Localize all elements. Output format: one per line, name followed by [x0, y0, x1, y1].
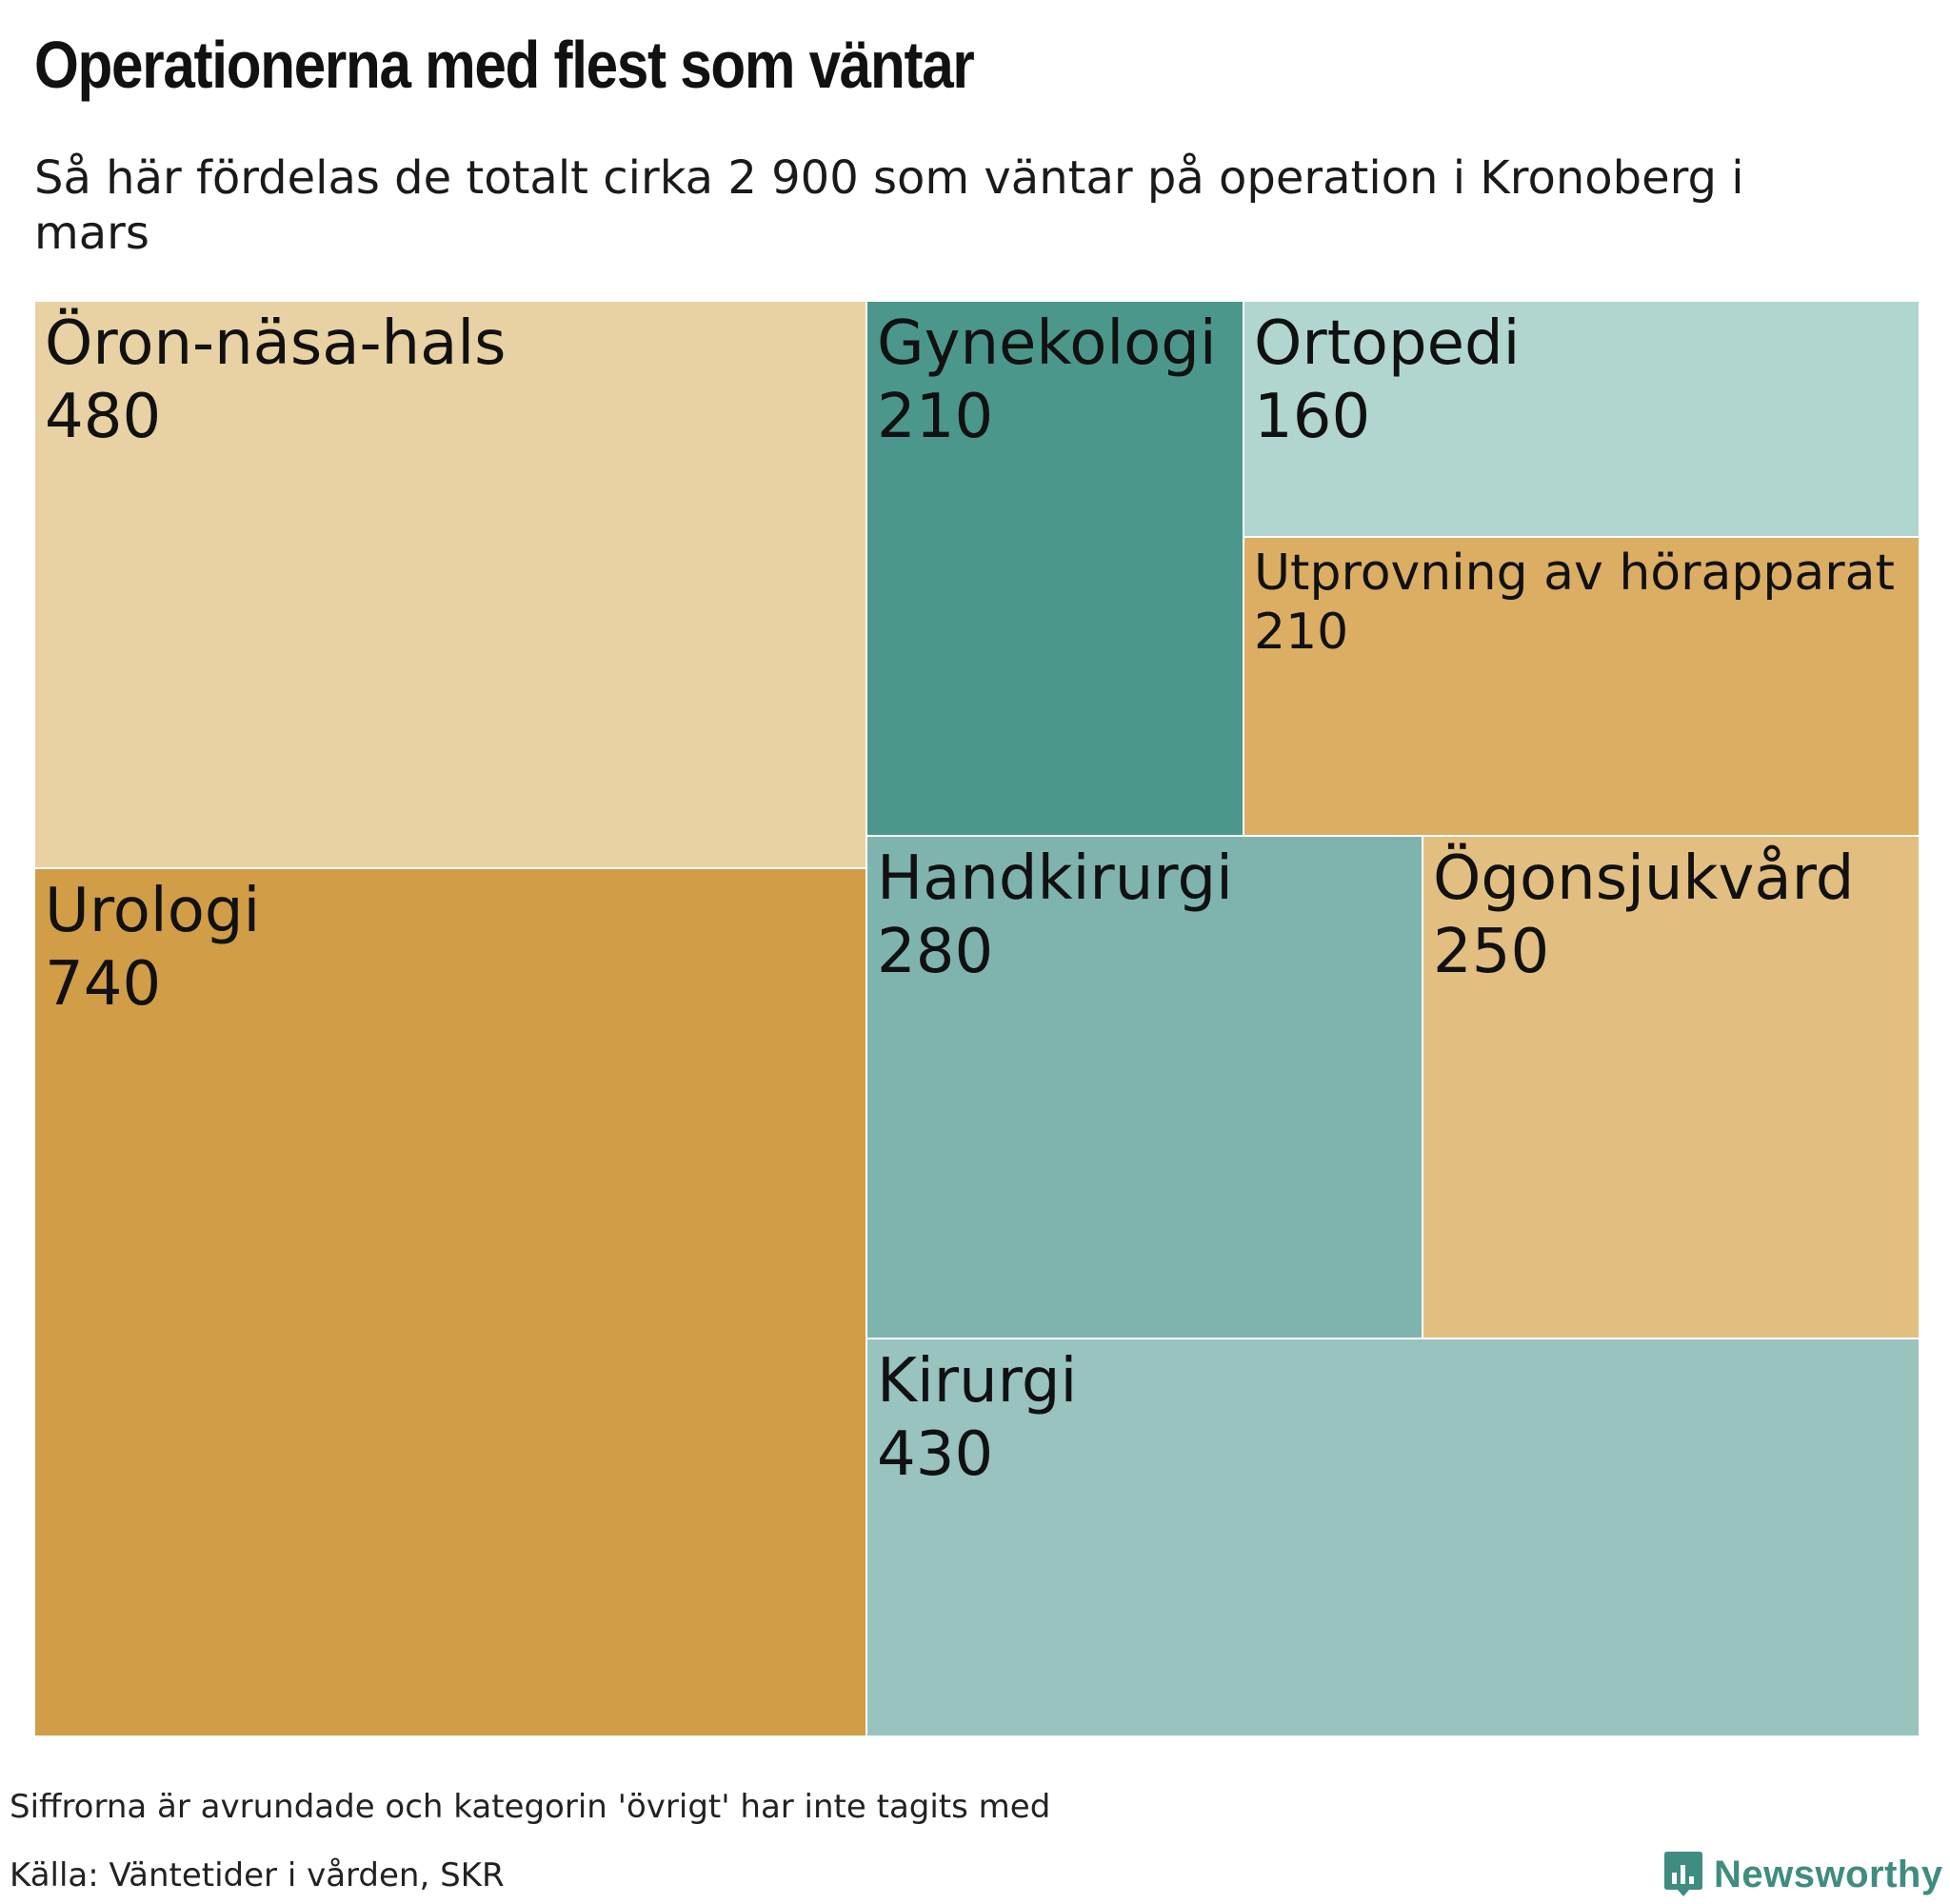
- treemap-label: Gynekologi 210: [877, 307, 1217, 454]
- category-name: Kirurgi: [877, 1346, 1078, 1417]
- category-value: 160: [1254, 381, 1371, 452]
- treemap: Öron-näsa-hals 480 Urologi 740 Gynekologi 210…: [34, 301, 1920, 1736]
- category-name: Gynekologi: [877, 308, 1217, 379]
- category-value: 430: [877, 1418, 994, 1490]
- brand-name: Newsworthy: [1714, 1853, 1943, 1895]
- treemap-cell-oron-nasa-hals: Öron-näsa-hals 480: [34, 301, 866, 868]
- treemap-label: Ögonsjukvård 250: [1433, 843, 1854, 989]
- brand-logo: Newsworthy: [1664, 1849, 1943, 1900]
- treemap-cell-ogonsjukvard: Ögonsjukvård 250: [1423, 836, 1920, 1339]
- category-name: Ögonsjukvård: [1433, 843, 1855, 914]
- treemap-cell-urologi: Urologi 740: [34, 868, 866, 1736]
- treemap-label: Ortopedi 160: [1254, 307, 1520, 454]
- category-name: Handkirurgi: [877, 843, 1233, 914]
- category-value: 740: [45, 948, 162, 1020]
- footnote: Siffrorna är avrundade och kategorin 'öv…: [10, 1788, 1051, 1826]
- treemap-label: Utprovning av hörapparat 210: [1254, 544, 1895, 663]
- category-value: 280: [877, 916, 994, 987]
- treemap-label: Öron-näsa-hals 480: [45, 307, 506, 454]
- category-name: Utprovning av hörapparat: [1254, 545, 1895, 602]
- category-value: 250: [1433, 916, 1550, 987]
- treemap-label: Urologi 740: [45, 875, 260, 1021]
- category-name: Öron-näsa-hals: [45, 308, 507, 379]
- category-name: Ortopedi: [1254, 308, 1521, 379]
- treemap-cell-ortopedi: Ortopedi 160: [1244, 301, 1920, 537]
- treemap-label: Kirurgi 430: [877, 1345, 1077, 1492]
- bar-chart-speech-bubble-icon: [1664, 1852, 1702, 1896]
- chart-subtitle: Så här fördelas de totalt cirka 2 900 so…: [34, 151, 1744, 260]
- treemap-label: Handkirurgi 280: [877, 843, 1233, 989]
- category-value: 210: [877, 381, 994, 452]
- treemap-cell-kirurgi: Kirurgi 430: [866, 1339, 1920, 1736]
- treemap-cell-handkirurgi: Handkirurgi 280: [866, 836, 1423, 1339]
- source-note: Källa: Väntetider i vården, SKR: [10, 1856, 505, 1894]
- treemap-cell-utprovning-av-horapparat: Utprovning av hörapparat 210: [1244, 537, 1920, 836]
- category-value: 480: [45, 381, 162, 452]
- category-value: 210: [1254, 604, 1349, 662]
- chart-title: Operationerna med flest som väntar: [34, 28, 975, 102]
- treemap-cell-gynekologi: Gynekologi 210: [866, 301, 1244, 836]
- category-name: Urologi: [45, 876, 261, 946]
